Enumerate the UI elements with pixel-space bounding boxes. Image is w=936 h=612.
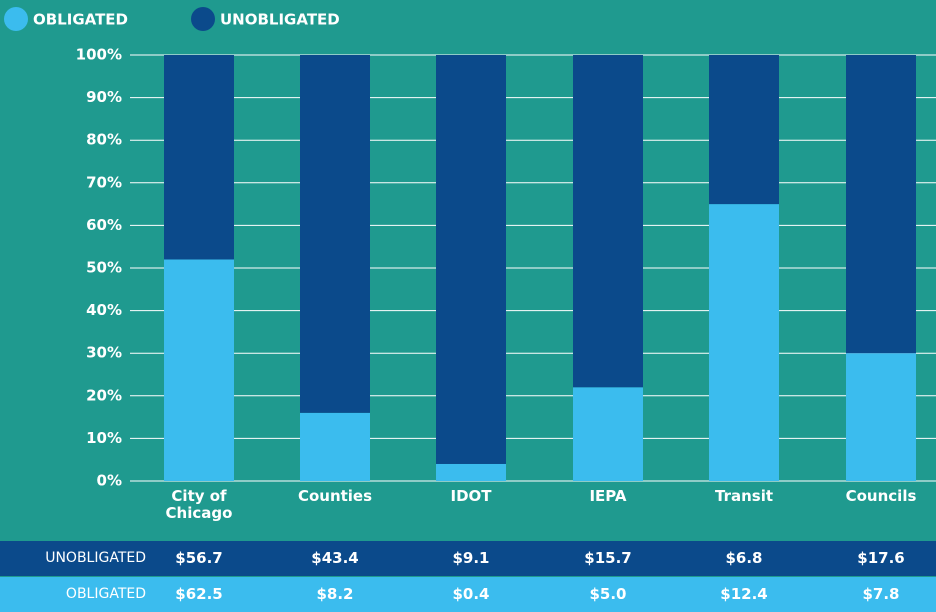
bar-segment: [846, 55, 916, 354]
y-tick-label: 40%: [86, 301, 122, 319]
table-cell: $8.2: [316, 585, 354, 603]
legend-swatch: [191, 7, 215, 31]
x-tick-label: Counties: [297, 487, 373, 505]
y-tick-label: 10%: [86, 429, 122, 447]
y-tick-label: 70%: [86, 173, 122, 191]
x-tick-label: IEPA: [589, 487, 627, 505]
table-cell: $0.4: [452, 585, 490, 603]
y-tick-label: 20%: [86, 386, 122, 404]
y-tick-label: 60%: [86, 216, 122, 234]
table-cell: $15.7: [584, 549, 632, 567]
table-cell: $12.4: [720, 585, 768, 603]
x-tick-label: Transit: [714, 487, 774, 505]
bar-segment: [709, 55, 779, 205]
bar-segment: [709, 204, 779, 481]
plot: OBLIGATED UNOBLIGATED 0% 10% 20% 30% 40% 50% 60%…: [4, 7, 936, 490]
bar-segment: [164, 259, 234, 481]
bar-segment: [436, 463, 506, 481]
bar-segment: [573, 387, 643, 481]
legend-label: OBLIGATED: [33, 11, 128, 29]
x-tick-label: IDOT: [450, 487, 492, 505]
table-cell: $62.5: [175, 585, 223, 603]
y-tick-label: 100%: [76, 46, 122, 64]
legend-label: UNOBLIGATED: [220, 11, 340, 29]
table-cell: $56.7: [175, 549, 223, 567]
table-cell: $9.1: [452, 549, 490, 567]
y-tick-label: 0%: [97, 472, 122, 490]
table-cell: $5.0: [589, 585, 627, 603]
bar-segment: [436, 55, 506, 464]
table-row: UNOBLIGATED $56.7 $43.4 $9.1 $15.7 $6.8 $17.6: [0, 541, 936, 576]
table-cell: $43.4: [311, 549, 359, 567]
bar-segment: [573, 55, 643, 388]
bar-segment: [846, 353, 916, 481]
x-tick-label: City of Chicago: [165, 487, 233, 522]
y-tick-label: 80%: [86, 131, 122, 149]
bar-segment: [300, 412, 370, 481]
row-label: UNOBLIGATED: [45, 550, 146, 566]
table-cell: $7.8: [862, 585, 900, 603]
table-row: OBLIGATED $62.5 $8.2 $0.4 $5.0 $12.4 $7.8: [0, 577, 936, 612]
y-tick-label: 30%: [86, 344, 122, 362]
table-cell: $6.8: [725, 549, 763, 567]
y-tick-label: 50%: [86, 259, 122, 277]
bar-segment: [164, 55, 234, 260]
y-tick-label: 90%: [86, 88, 122, 106]
x-tick-label: Councils: [845, 487, 917, 505]
table-cell: $17.6: [857, 549, 905, 567]
legend-swatch: [4, 7, 28, 31]
row-label: OBLIGATED: [65, 586, 146, 602]
bar-segment: [300, 55, 370, 413]
